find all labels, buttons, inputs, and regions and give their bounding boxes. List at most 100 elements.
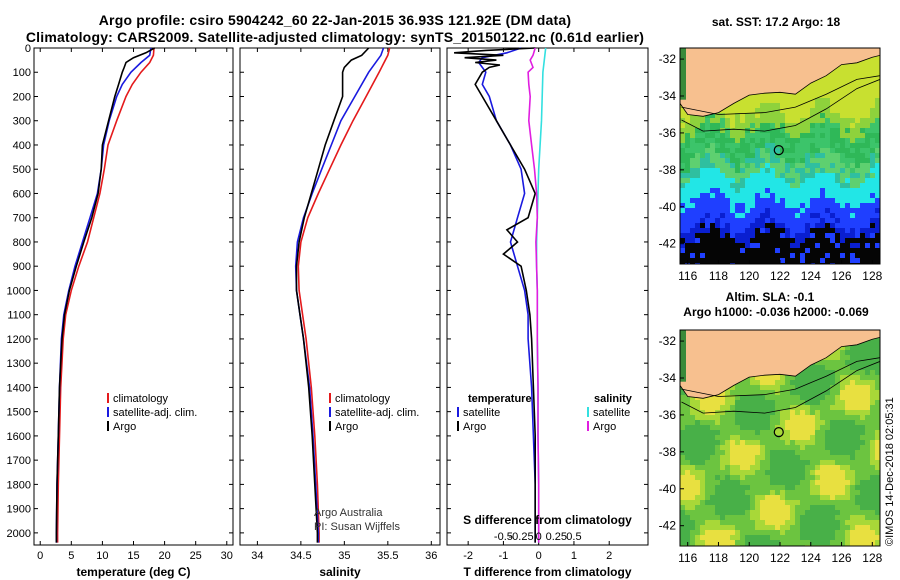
field-cell [690, 465, 696, 471]
field-cell [865, 118, 871, 124]
field-cell [680, 530, 686, 536]
field-cell [685, 188, 691, 194]
field-cell [825, 128, 831, 134]
field-cell [730, 148, 736, 154]
field-cell [785, 530, 791, 536]
field-cell [725, 108, 731, 114]
field-cell [835, 123, 841, 129]
field-cell [765, 420, 771, 426]
field-cell [835, 238, 841, 244]
field-cell [755, 500, 761, 506]
x-tick-label: 124 [801, 551, 821, 565]
field-cell [865, 485, 871, 491]
field-cell [725, 490, 731, 496]
field-cell [725, 530, 731, 536]
field-cell [705, 535, 711, 541]
field-cell [800, 203, 806, 209]
field-cell [680, 143, 686, 149]
field-cell [865, 380, 871, 386]
field-cell [860, 475, 866, 481]
field-cell [685, 138, 691, 144]
field-cell [745, 480, 751, 486]
field-cell [820, 158, 826, 164]
field-cell [750, 390, 756, 396]
field-cell [725, 505, 731, 511]
field-cell [695, 183, 701, 189]
field-cell [730, 178, 736, 184]
field-cell [790, 415, 796, 421]
field-cell [790, 253, 796, 259]
field-cell [825, 405, 831, 411]
field-cell [755, 535, 761, 541]
field-cell [795, 430, 801, 436]
field-cell [705, 223, 711, 229]
field-cell [795, 138, 801, 144]
field-cell [860, 535, 866, 541]
field-cell [870, 168, 876, 174]
field-cell [680, 425, 686, 431]
field-cell [790, 198, 796, 204]
field-cell [725, 173, 731, 179]
field-cell [745, 525, 751, 531]
field-cell [765, 470, 771, 476]
field-cell [690, 228, 696, 234]
legend-label: satellite-adj. clim. [335, 407, 419, 419]
field-cell [705, 395, 711, 401]
field-cell [855, 440, 861, 446]
field-cell [815, 93, 821, 99]
field-cell [870, 128, 876, 134]
field-cell [745, 183, 751, 189]
field-cell [735, 128, 741, 134]
field-cell [825, 213, 831, 219]
field-cell [780, 218, 786, 224]
field-cell [730, 425, 736, 431]
field-cell [805, 425, 811, 431]
field-cell [710, 495, 716, 501]
field-cell [845, 460, 851, 466]
field-cell [830, 355, 836, 361]
field-cell [800, 375, 806, 381]
field-cell [780, 450, 786, 456]
field-cell [820, 138, 826, 144]
field-cell [695, 258, 701, 264]
field-cell [755, 480, 761, 486]
field-cell [860, 395, 866, 401]
field-cell [860, 485, 866, 491]
field-cell [835, 133, 841, 139]
field-cell [755, 168, 761, 174]
field-cell [780, 238, 786, 244]
field-cell [815, 510, 821, 516]
field-cell [830, 525, 836, 531]
field-cell [855, 243, 861, 249]
field-cell [825, 163, 831, 169]
field-cell [720, 138, 726, 144]
field-cell [720, 153, 726, 159]
field-cell [800, 440, 806, 446]
field-cell [840, 485, 846, 491]
field-cell [770, 243, 776, 249]
field-cell [865, 515, 871, 521]
field-cell [725, 123, 731, 129]
field-cell [735, 410, 741, 416]
field-cell [830, 98, 836, 104]
field-cell [740, 223, 746, 229]
field-cell [685, 515, 691, 521]
field-cell [790, 390, 796, 396]
field-cell [795, 193, 801, 199]
field-cell [795, 223, 801, 229]
field-cell [840, 128, 846, 134]
field-cell [875, 475, 880, 481]
field-cell [760, 505, 766, 511]
field-cell [680, 515, 686, 521]
field-cell [855, 540, 861, 546]
field-cell [855, 143, 861, 149]
field-cell [685, 460, 691, 466]
field-cell [815, 243, 821, 249]
field-cell [780, 163, 786, 169]
field-cell [875, 410, 880, 416]
field-cell [780, 455, 786, 461]
field-cell [745, 425, 751, 431]
field-cell [790, 480, 796, 486]
field-cell [865, 98, 871, 104]
field-cell [745, 218, 751, 224]
